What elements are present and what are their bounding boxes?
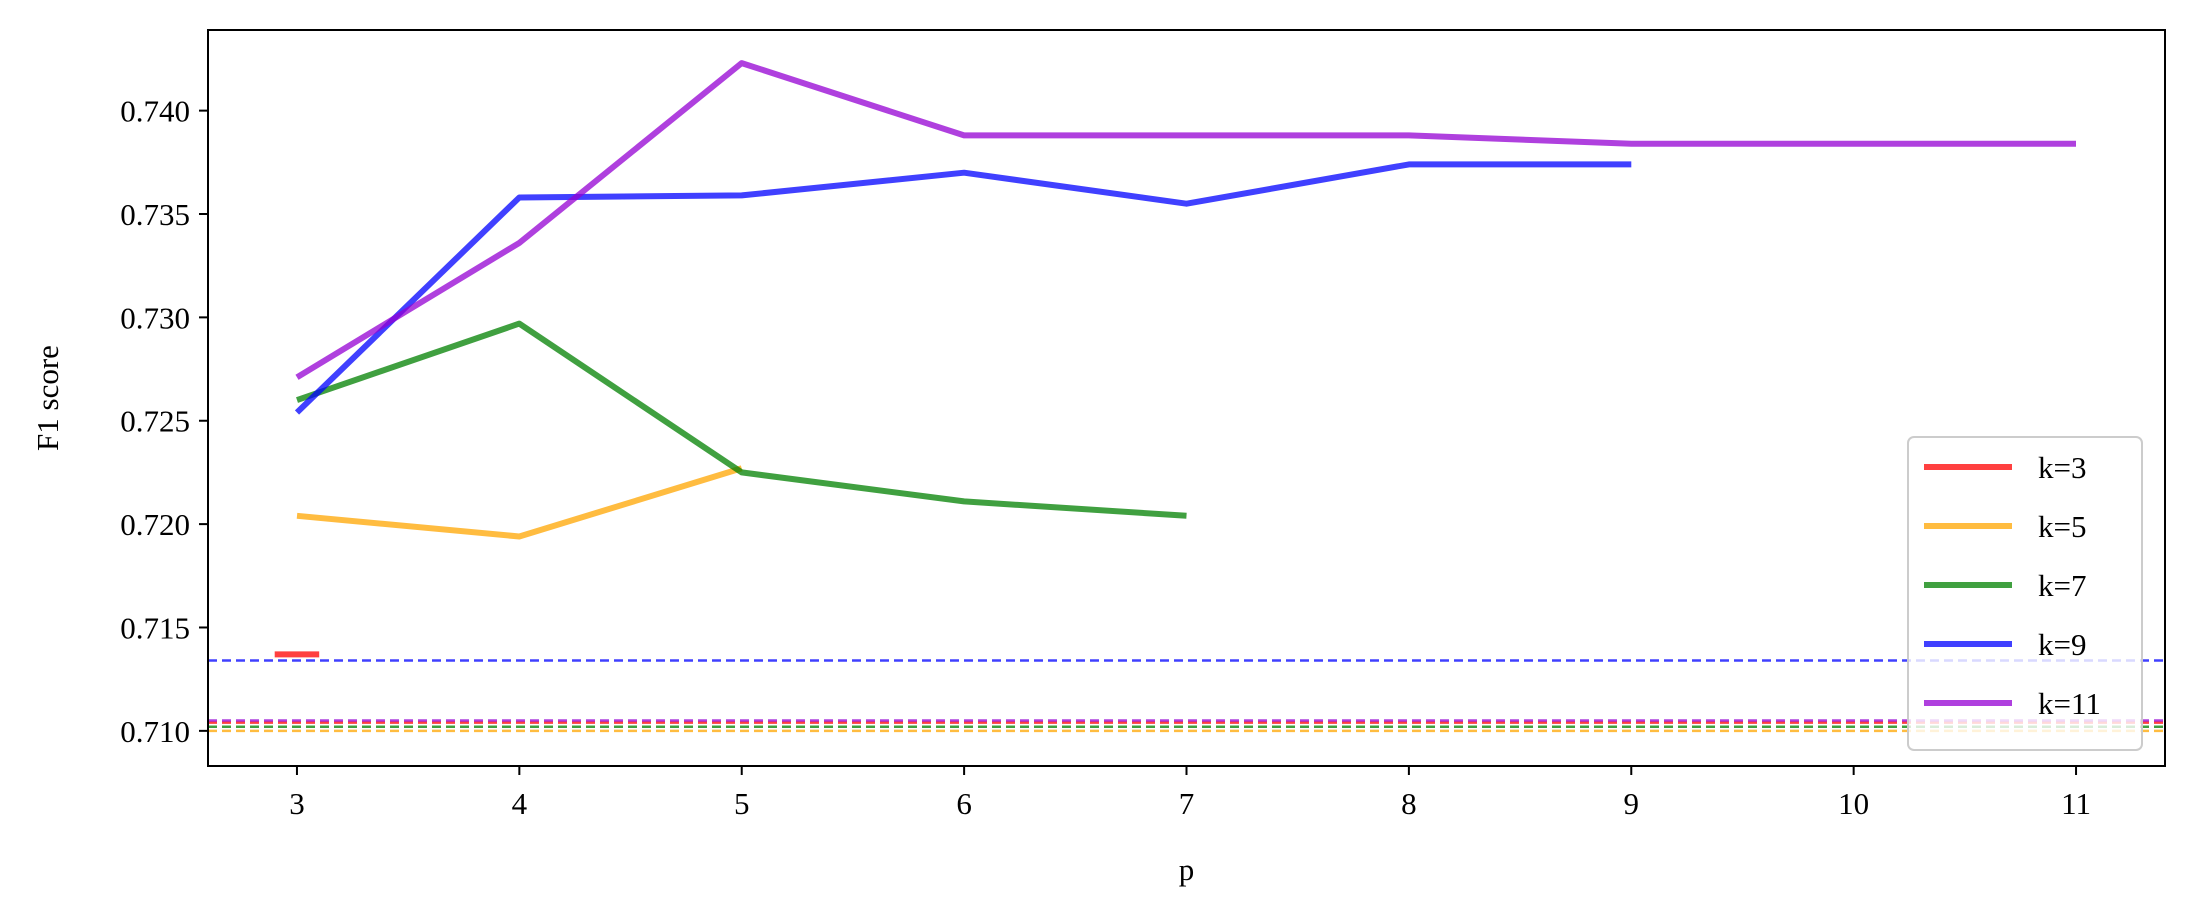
x-tick-label: 10 bbox=[1838, 786, 1869, 821]
legend: k=3 k=5 k=7 k=9 k=11 bbox=[1907, 436, 2143, 751]
y-tick-label: 0.740 bbox=[120, 94, 190, 129]
y-axis-label: F1 score bbox=[30, 345, 65, 451]
x-tick-label: 11 bbox=[2061, 786, 2091, 821]
x-tick-label: 7 bbox=[1179, 786, 1195, 821]
series-line-k-7 bbox=[296, 320, 1187, 519]
legend-box bbox=[1907, 436, 2143, 751]
legend-label: k=5 bbox=[2038, 509, 2086, 544]
y-tick-label: 0.730 bbox=[120, 300, 190, 335]
legend-label: k=9 bbox=[2038, 627, 2086, 662]
y-tick-label: 0.720 bbox=[120, 507, 190, 542]
legend-label: k=11 bbox=[2038, 686, 2101, 721]
legend-label: k=3 bbox=[2038, 450, 2086, 485]
y-tick-label: 0.710 bbox=[120, 714, 190, 749]
series-line-k-9 bbox=[294, 161, 1632, 415]
legend-label: k=7 bbox=[2038, 568, 2086, 603]
series-line-k-5 bbox=[296, 465, 743, 540]
x-tick-label: 8 bbox=[1401, 786, 1417, 821]
x-tick-label: 9 bbox=[1624, 786, 1640, 821]
baseline-lines bbox=[208, 659, 2165, 733]
x-tick-label: 6 bbox=[956, 786, 972, 821]
x-tick-label: 4 bbox=[512, 786, 528, 821]
plot-frame bbox=[207, 29, 2166, 767]
y-tick-label: 0.715 bbox=[120, 610, 190, 645]
y-axis: 0.710 0.715 0.720 0.725 0.730 0.735 0.740 bbox=[120, 94, 208, 749]
x-tick-label: 5 bbox=[734, 786, 750, 821]
y-tick-label: 0.735 bbox=[120, 197, 190, 232]
series-lines bbox=[274, 60, 2076, 658]
x-axis: 3 4 5 6 7 8 9 10 11 bbox=[289, 766, 2091, 821]
x-tick-label: 3 bbox=[289, 786, 305, 821]
series-line-k-11 bbox=[295, 60, 2076, 380]
x-axis-label: p bbox=[1179, 852, 1195, 887]
y-tick-label: 0.725 bbox=[120, 404, 190, 439]
